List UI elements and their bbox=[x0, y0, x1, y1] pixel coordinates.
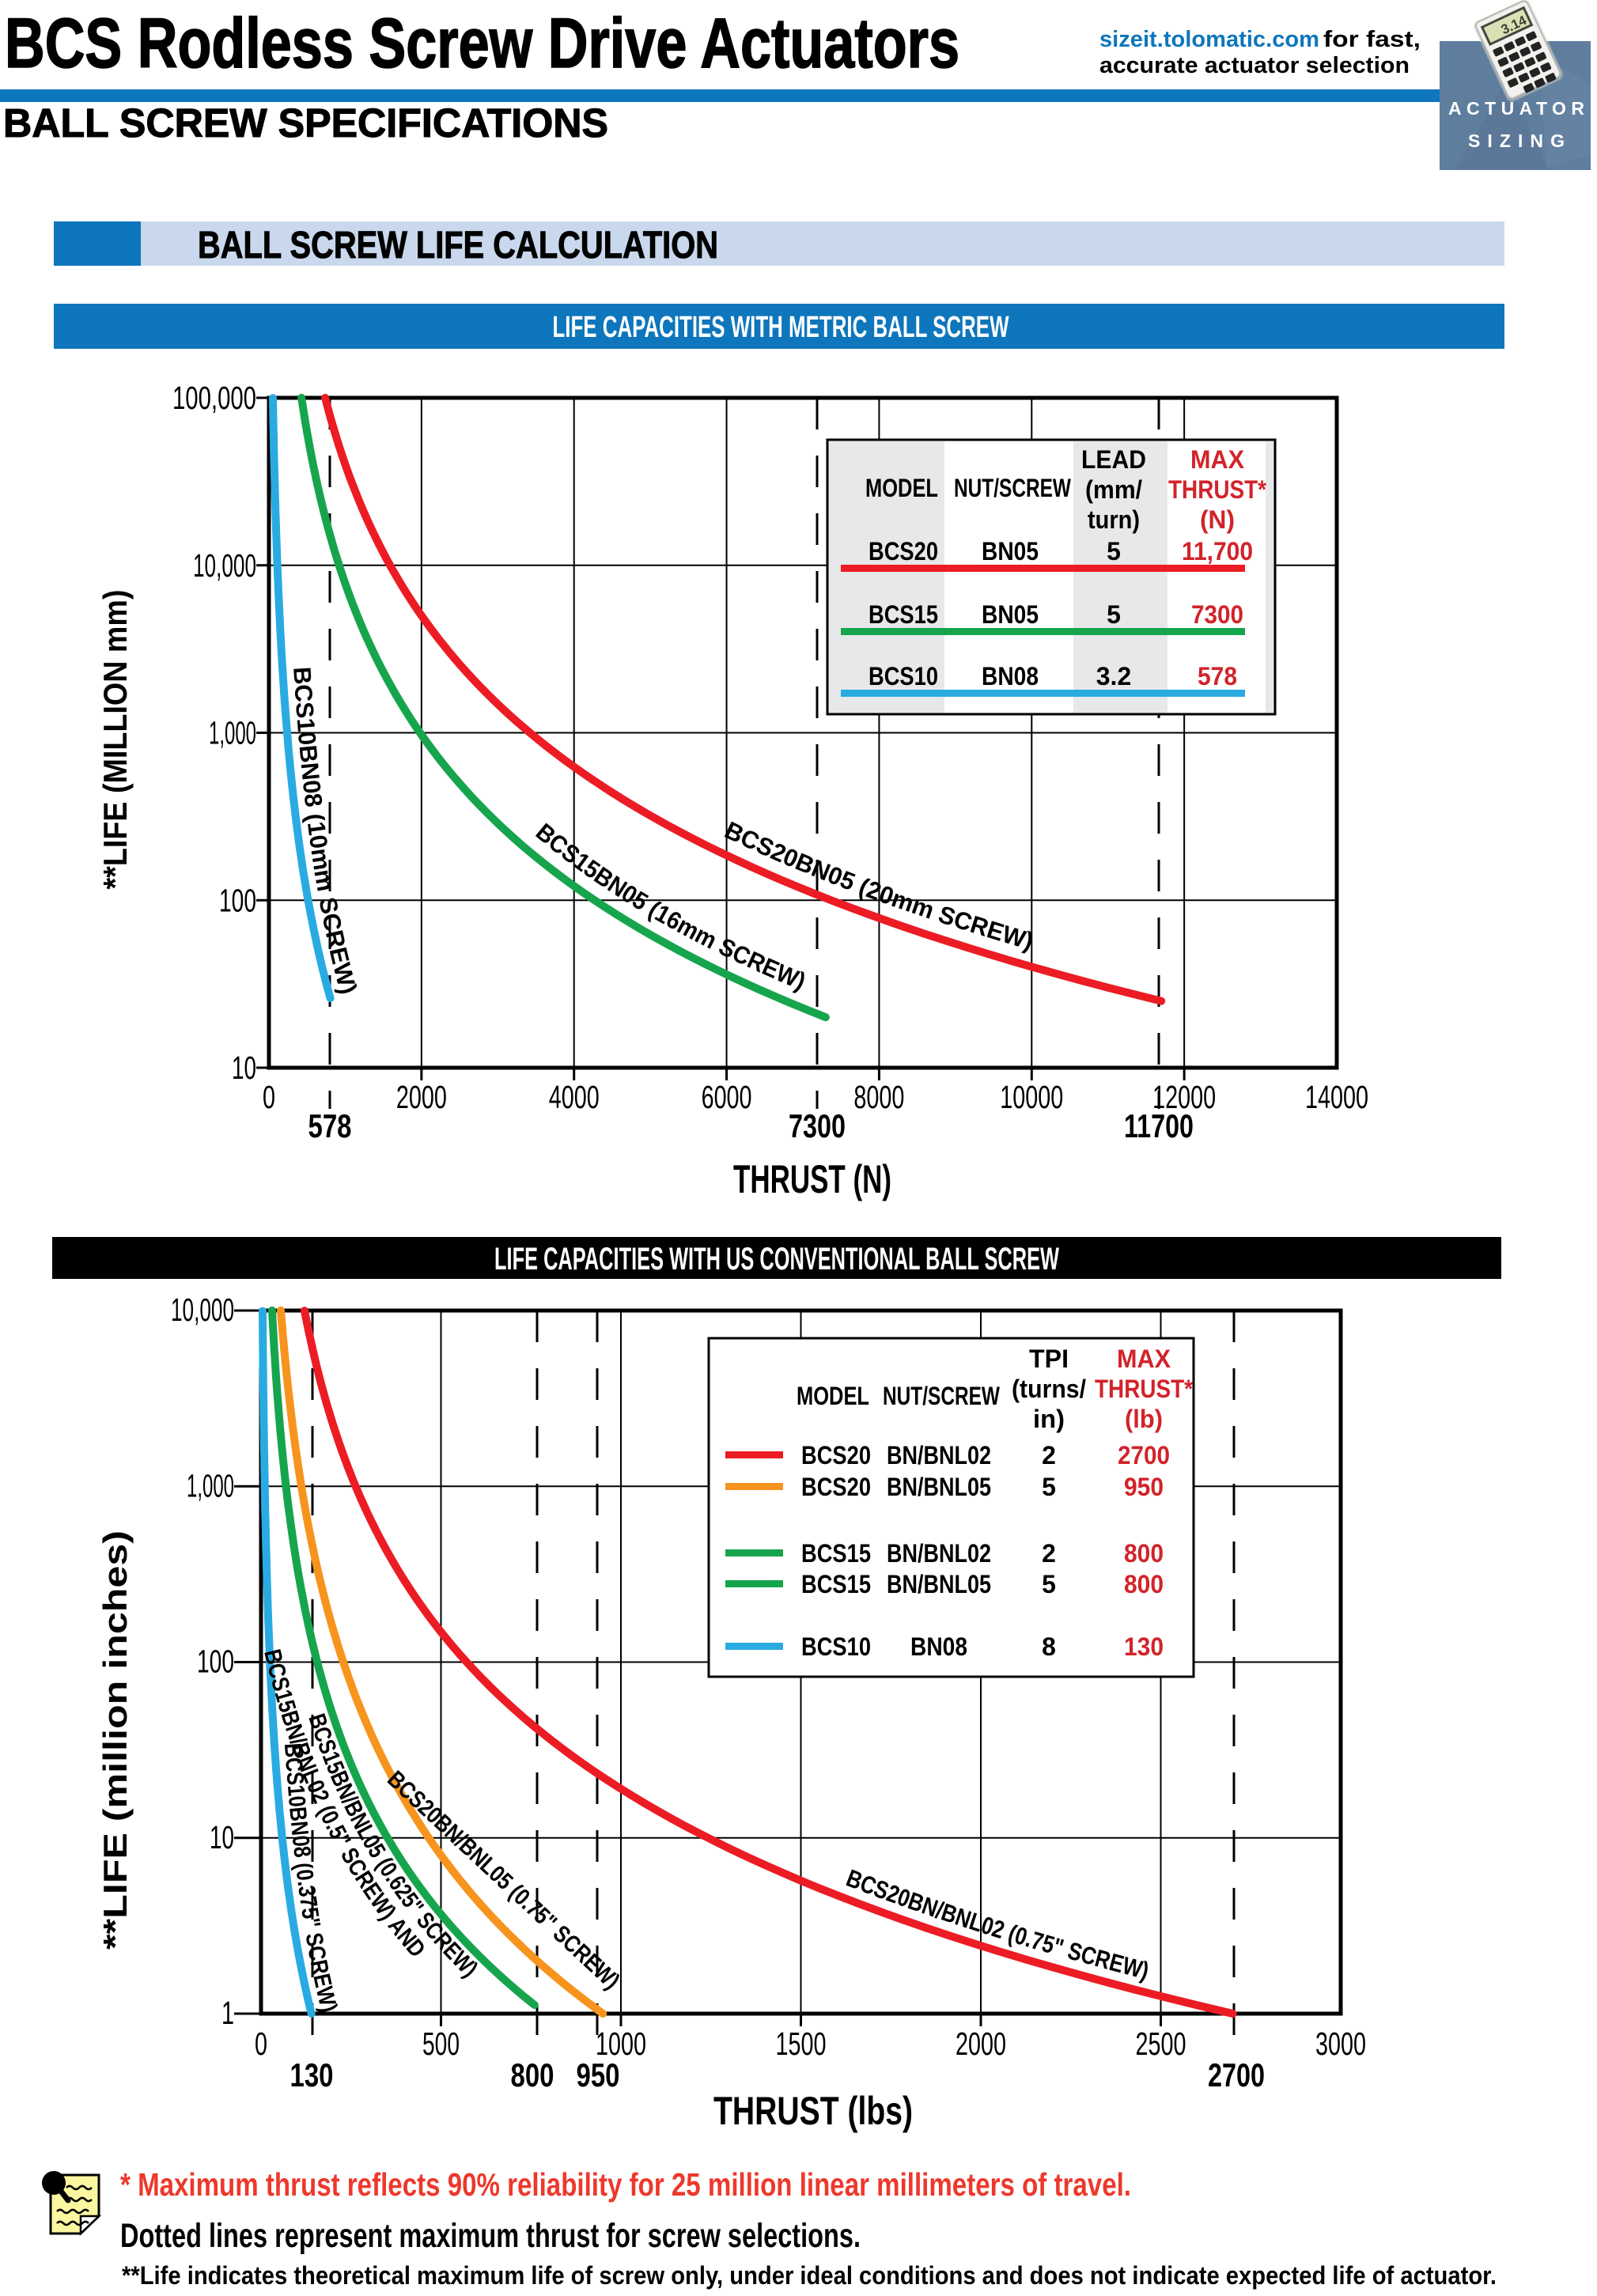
svg-text:7300: 7300 bbox=[789, 1107, 846, 1144]
svg-text:0: 0 bbox=[255, 2026, 267, 2062]
svg-text:BCS20: BCS20 bbox=[801, 1473, 871, 1501]
svg-text:10,000: 10,000 bbox=[171, 1292, 234, 1328]
svg-text:BCS20: BCS20 bbox=[801, 1441, 871, 1470]
svg-text:6000: 6000 bbox=[702, 1079, 752, 1115]
svg-text:578: 578 bbox=[308, 1107, 352, 1144]
svg-text:(turns/: (turns/ bbox=[1012, 1375, 1086, 1403]
svg-text:2: 2 bbox=[1042, 1539, 1056, 1568]
svg-text:BCS Rodless Screw Drive Actuat: BCS Rodless Screw Drive Actuators bbox=[5, 3, 959, 82]
svg-text:578: 578 bbox=[1198, 662, 1237, 690]
svg-text:7300: 7300 bbox=[1191, 600, 1243, 629]
svg-text:11,700: 11,700 bbox=[1182, 537, 1253, 565]
svg-text:8000: 8000 bbox=[853, 1079, 904, 1115]
svg-text:(N): (N) bbox=[1200, 505, 1235, 534]
svg-text:BN05: BN05 bbox=[982, 600, 1039, 629]
svg-text:950: 950 bbox=[1124, 1473, 1164, 1501]
svg-text:BN/BNL05: BN/BNL05 bbox=[887, 1570, 991, 1598]
svg-text:8: 8 bbox=[1042, 1632, 1056, 1661]
svg-text:130: 130 bbox=[290, 2056, 334, 2094]
svg-text:MAX: MAX bbox=[1190, 445, 1245, 474]
svg-text:BN05: BN05 bbox=[982, 537, 1039, 565]
svg-text:MODEL: MODEL bbox=[865, 474, 938, 502]
svg-text:BCS15: BCS15 bbox=[801, 1539, 871, 1568]
svg-text:THRUST*: THRUST* bbox=[1095, 1375, 1193, 1403]
svg-text:BCS10: BCS10 bbox=[869, 662, 938, 690]
svg-text:BN/BNL05: BN/BNL05 bbox=[887, 1473, 991, 1501]
svg-text:11700: 11700 bbox=[1124, 1107, 1194, 1144]
svg-text:Dotted lines represent maximum: Dotted lines represent maximum thrust fo… bbox=[120, 2217, 861, 2255]
svg-text:800: 800 bbox=[511, 2056, 554, 2094]
svg-text:2000: 2000 bbox=[956, 2026, 1006, 2062]
svg-text:BALL SCREW SPECIFICATIONS: BALL SCREW SPECIFICATIONS bbox=[3, 100, 608, 146]
svg-text:sizeit.tolomatic.com: sizeit.tolomatic.com bbox=[1099, 27, 1319, 52]
svg-text:2700: 2700 bbox=[1118, 1441, 1170, 1470]
svg-text:1,000: 1,000 bbox=[187, 1467, 234, 1504]
svg-text:100: 100 bbox=[219, 882, 256, 918]
svg-text:in): in) bbox=[1033, 1405, 1065, 1433]
svg-text:5: 5 bbox=[1107, 600, 1121, 629]
svg-text:800: 800 bbox=[1124, 1539, 1164, 1568]
svg-text:accurate actuator selection: accurate actuator selection bbox=[1099, 53, 1410, 78]
svg-text:800: 800 bbox=[1124, 1570, 1164, 1598]
svg-text:MAX: MAX bbox=[1117, 1345, 1171, 1373]
svg-text:(lb): (lb) bbox=[1125, 1405, 1163, 1433]
svg-text:1,000: 1,000 bbox=[209, 715, 256, 751]
svg-text:5: 5 bbox=[1042, 1473, 1056, 1501]
svg-text:10: 10 bbox=[232, 1050, 256, 1086]
svg-text:**LIFE (million inches): **LIFE (million inches) bbox=[97, 1530, 134, 1950]
svg-text:**Life indicates theoretical m: **Life indicates theoretical maximum lif… bbox=[122, 2261, 1497, 2290]
svg-text:BALL SCREW LIFE CALCULATION: BALL SCREW LIFE CALCULATION bbox=[198, 225, 718, 267]
svg-text:1000: 1000 bbox=[596, 2026, 646, 2062]
svg-text:10000: 10000 bbox=[1000, 1079, 1063, 1115]
svg-text:2700: 2700 bbox=[1208, 2056, 1265, 2094]
svg-text:BCS15: BCS15 bbox=[801, 1570, 871, 1598]
svg-text:(mm/: (mm/ bbox=[1085, 475, 1142, 504]
svg-text:5: 5 bbox=[1042, 1570, 1056, 1598]
svg-text:THRUST (N): THRUST (N) bbox=[733, 1157, 891, 1201]
svg-text:14000: 14000 bbox=[1305, 1079, 1368, 1115]
svg-text:BCS10: BCS10 bbox=[801, 1632, 871, 1661]
svg-text:THRUST*: THRUST* bbox=[1168, 475, 1266, 504]
svg-text:130: 130 bbox=[1124, 1632, 1164, 1661]
svg-text:for fast,: for fast, bbox=[1323, 27, 1421, 52]
svg-text:2: 2 bbox=[1042, 1441, 1056, 1470]
svg-text:* Maximum thrust reflects 90%: * Maximum thrust reflects 90% reliabilit… bbox=[120, 2166, 1131, 2203]
svg-text:NUT/SCREW: NUT/SCREW bbox=[954, 474, 1072, 502]
svg-text:BN/BNL02: BN/BNL02 bbox=[887, 1441, 991, 1470]
svg-text:2000: 2000 bbox=[396, 1079, 447, 1115]
svg-text:BN08: BN08 bbox=[910, 1632, 967, 1661]
svg-text:**LIFE (MILLION mm): **LIFE (MILLION mm) bbox=[97, 590, 134, 890]
svg-text:BCS15: BCS15 bbox=[869, 600, 938, 629]
svg-text:12000: 12000 bbox=[1152, 1079, 1216, 1115]
svg-text:10,000: 10,000 bbox=[193, 547, 256, 584]
svg-text:LIFE CAPACITIES WITH METRIC B: LIFE CAPACITIES WITH METRIC BALL SCREW bbox=[553, 311, 1009, 344]
svg-text:3.2: 3.2 bbox=[1096, 662, 1131, 690]
svg-text:2500: 2500 bbox=[1136, 2026, 1186, 2062]
svg-text:TPI: TPI bbox=[1029, 1345, 1069, 1373]
svg-text:5: 5 bbox=[1107, 537, 1121, 565]
svg-text:BCS20: BCS20 bbox=[869, 537, 938, 565]
svg-text:4000: 4000 bbox=[549, 1079, 600, 1115]
svg-text:0: 0 bbox=[263, 1079, 275, 1115]
svg-text:turn): turn) bbox=[1088, 505, 1140, 534]
svg-text:3000: 3000 bbox=[1315, 2026, 1366, 2062]
svg-text:NUT/SCREW: NUT/SCREW bbox=[883, 1382, 1001, 1410]
svg-text:BN/BNL02: BN/BNL02 bbox=[887, 1539, 991, 1568]
svg-text:LIFE CAPACITIES WITH US CONVE: LIFE CAPACITIES WITH US CONVENTIONAL BAL… bbox=[494, 1242, 1059, 1277]
svg-text:THRUST (lbs): THRUST (lbs) bbox=[713, 2089, 913, 2133]
svg-text:10: 10 bbox=[210, 1819, 234, 1855]
svg-text:1500: 1500 bbox=[776, 2026, 827, 2062]
svg-text:100: 100 bbox=[197, 1644, 234, 1680]
svg-text:1: 1 bbox=[221, 1995, 234, 2031]
svg-text:950: 950 bbox=[577, 2056, 620, 2094]
svg-text:LEAD: LEAD bbox=[1081, 445, 1146, 474]
svg-text:500: 500 bbox=[422, 2026, 460, 2062]
svg-text:100,000: 100,000 bbox=[172, 380, 256, 416]
svg-text:BN08: BN08 bbox=[982, 662, 1039, 690]
svg-text:MODEL: MODEL bbox=[797, 1382, 869, 1410]
